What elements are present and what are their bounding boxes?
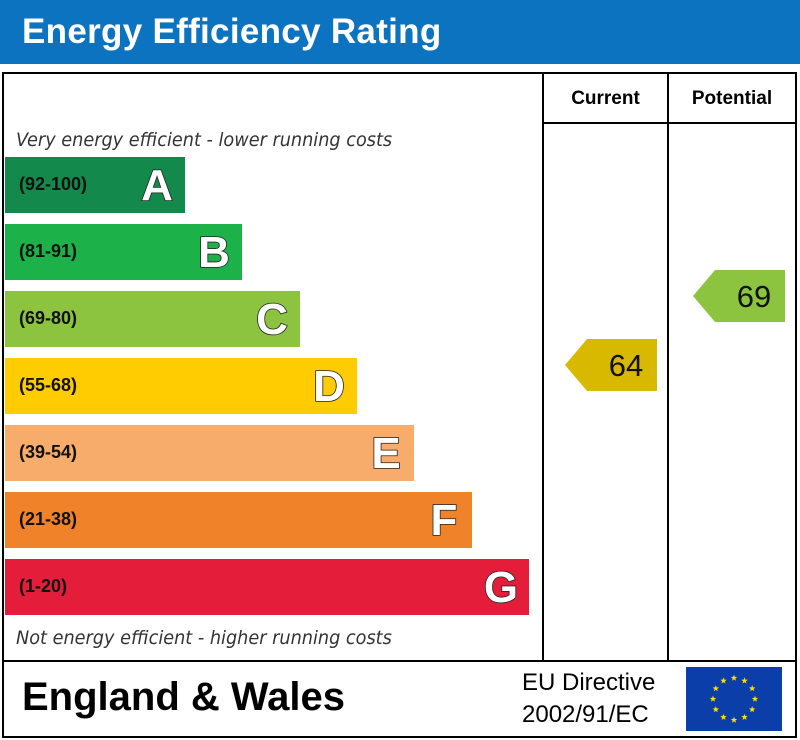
- band-letter: C: [255, 294, 288, 345]
- band-letter: B: [197, 227, 230, 278]
- footer-divider: [2, 660, 797, 662]
- rating-table-frame: [2, 72, 797, 738]
- band-letter: E: [371, 428, 402, 479]
- column-divider-current: [542, 74, 544, 662]
- svg-text:E: E: [371, 429, 400, 478]
- band-g: (1-20) G: [5, 559, 529, 615]
- band-d: (55-68) D: [5, 358, 357, 414]
- band-letter: A: [140, 160, 173, 211]
- svg-text:F: F: [431, 496, 458, 545]
- band-letter: G: [483, 562, 519, 613]
- svg-text:A: A: [141, 161, 173, 210]
- potential-column-header: Potential: [691, 88, 773, 109]
- band-e: (39-54) E: [5, 425, 414, 481]
- column-divider-potential: [667, 74, 669, 662]
- band-range-label: (92-100): [19, 174, 88, 194]
- top-caption: Very energy efficient - lower running co…: [16, 129, 393, 151]
- header-bar: Energy Efficiency Rating: [0, 0, 800, 64]
- svg-text:G: G: [484, 563, 518, 612]
- band-range-label: (21-38): [19, 509, 78, 529]
- band-range-label: (69-80): [19, 308, 78, 328]
- band-b: (81-91) B: [5, 224, 242, 280]
- eu-directive-number: 2002/91/EC: [522, 701, 649, 728]
- svg-text:D: D: [313, 362, 345, 411]
- current-column-header: Current: [571, 88, 640, 109]
- current-rating-value: 64: [609, 348, 643, 383]
- header-row-divider: [542, 122, 797, 124]
- region-label: England & Wales: [22, 675, 346, 719]
- svg-text:C: C: [256, 295, 288, 344]
- band-letter: F: [430, 495, 458, 546]
- band-letter: D: [312, 361, 345, 412]
- potential-rating-value: 69: [737, 279, 771, 314]
- eu-flag-icon: [686, 667, 782, 731]
- band-range-label: (39-54): [19, 442, 78, 462]
- page-title: Energy Efficiency Rating: [22, 12, 442, 51]
- band-c: (69-80) C: [5, 291, 300, 347]
- band-range-label: (1-20): [19, 576, 68, 596]
- band-f: (21-38) F: [5, 492, 472, 548]
- band-range-label: (81-91): [19, 241, 78, 261]
- potential-rating-indicator: 69: [693, 270, 785, 322]
- svg-text:B: B: [198, 228, 230, 277]
- eu-directive-label: EU Directive: [522, 669, 656, 696]
- current-rating-indicator: 64: [565, 339, 657, 391]
- bottom-caption: Not energy efficient - higher running co…: [16, 627, 392, 649]
- band-a: (92-100) A: [5, 157, 185, 213]
- band-range-label: (55-68): [19, 375, 78, 395]
